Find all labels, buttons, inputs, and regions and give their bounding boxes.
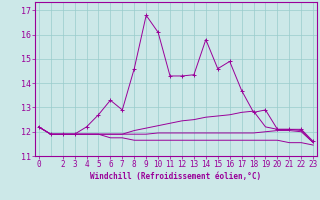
X-axis label: Windchill (Refroidissement éolien,°C): Windchill (Refroidissement éolien,°C) — [91, 172, 261, 181]
